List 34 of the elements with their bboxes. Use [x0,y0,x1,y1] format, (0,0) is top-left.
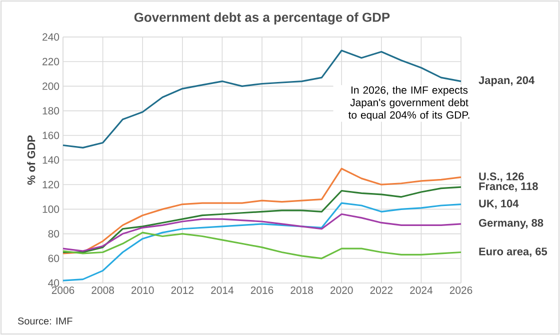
x-tick-label: 2006 [52,286,74,294]
series-label: Germany, 88 [478,219,544,229]
x-tick-label: 2018 [290,286,313,294]
series-label: UK, 104 [479,200,519,209]
x-tick-label: 2026 [450,286,472,294]
x-tick-label: 2014 [211,286,234,294]
x-tick-label: 2024 [410,286,433,294]
chart-title: Government debt as a percentage of GDP [134,12,390,25]
y-tick-label: 60 [48,254,60,262]
source-note: Source: IMF [18,317,72,325]
y-tick-label: 220 [42,58,60,66]
series-label: Euro area, 65 [479,248,548,257]
x-tick-label: 2010 [131,286,154,294]
x-tick-label: 2008 [92,286,114,294]
line-series [62,232,462,260]
y-tick-label: 240 [42,33,60,41]
y-tick-label: 120 [42,180,60,188]
x-tick-label: 2022 [370,286,392,294]
annotation: In 2026, the IMF expects Japan's government debt to equal 204% of its GDP. [348,86,470,121]
line-series [62,186,462,254]
y-axis-title: % of GDP [27,135,36,185]
y-tick-label: 40 [48,279,60,287]
y-tick-label: 140 [42,156,60,164]
series-label: France, 118 [479,182,538,192]
x-tick-label: 2012 [171,286,194,294]
y-tick-label: 100 [42,206,60,213]
series-label: U.S., 126 [479,172,524,182]
y-tick-label: 200 [42,82,60,90]
y-tick-label: 180 [42,107,60,115]
series-label: Japan, 204 [478,76,534,86]
y-tick-label: 80 [48,230,60,238]
y-tick-label: 160 [42,132,60,140]
x-tick-label: 2020 [330,286,353,294]
x-tick-label: 2016 [250,286,274,294]
